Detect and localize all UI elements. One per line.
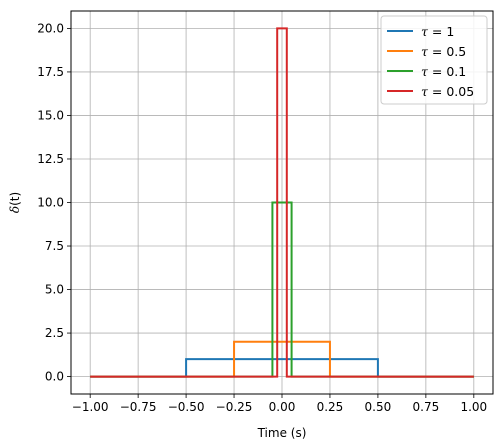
legend-value: = 0.05 <box>428 84 474 99</box>
x-tick-label: 0.75 <box>413 400 440 414</box>
legend-label: τ = 0.5 <box>421 44 466 59</box>
y-axis-label-arg: (t) <box>8 192 22 206</box>
y-tick-label: 15.0 <box>37 108 64 122</box>
legend-box <box>380 15 488 105</box>
y-tick-label: 2.5 <box>45 326 64 340</box>
y-tick-label: 20.0 <box>37 21 64 35</box>
y-tick-label: 0.0 <box>45 370 64 384</box>
series-lines <box>90 27 474 378</box>
legend-symbol: τ <box>421 24 429 39</box>
x-tick-label: 0.50 <box>365 400 392 414</box>
x-tick-label: −0.50 <box>168 400 205 414</box>
x-tick-label: 0.25 <box>317 400 344 414</box>
x-tick-label: −0.75 <box>120 400 157 414</box>
y-tick-label: 12.5 <box>37 152 64 166</box>
legend-value: = 0.5 <box>428 44 466 59</box>
legend: τ = 1τ = 0.5τ = 0.1τ = 0.05 <box>380 15 488 105</box>
legend-value: = 0.1 <box>428 64 466 79</box>
x-tick-label: −1.00 <box>72 400 109 414</box>
legend-label: τ = 1 <box>421 24 454 39</box>
y-axis-label: δ(t) <box>8 192 22 213</box>
x-tick-label: 1.00 <box>460 400 487 414</box>
x-axis: −1.00 −0.75 −0.50 −0.25 0.00 0.25 0.50 0.75 1.00 <box>72 394 487 414</box>
y-tick-label: 17.5 <box>37 65 64 79</box>
y-axis-label-symbol: δ <box>8 206 22 213</box>
series-line-4 <box>90 27 474 378</box>
y-tick-label: 7.5 <box>45 239 64 253</box>
legend-symbol: τ <box>421 44 429 59</box>
legend-value: = 1 <box>428 24 454 39</box>
legend-symbol: τ <box>421 84 429 99</box>
legend-symbol: τ <box>421 64 429 79</box>
y-tick-label: 10.0 <box>37 196 64 210</box>
x-tick-label: −0.25 <box>216 400 253 414</box>
y-tick-label: 5.0 <box>45 283 64 297</box>
y-axis: 0.0 2.5 5.0 7.5 10.0 12.5 15.0 17.5 20.0 <box>37 21 71 384</box>
x-axis-label: Time (s) <box>257 426 307 440</box>
legend-label: τ = 0.05 <box>421 84 474 99</box>
x-tick-label: 0.00 <box>269 400 296 414</box>
legend-label: τ = 0.1 <box>421 64 466 79</box>
